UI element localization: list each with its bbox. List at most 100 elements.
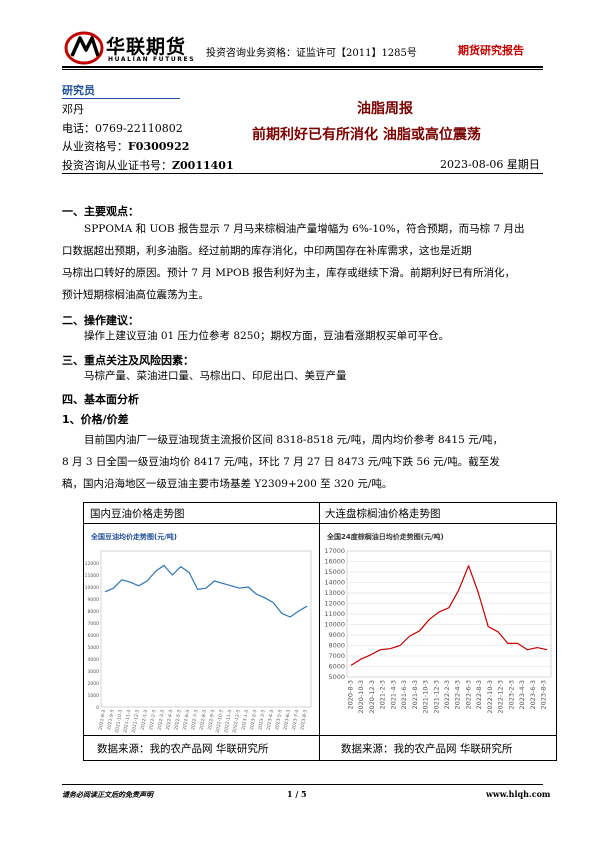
x-tick-label: 2021-9-3 bbox=[106, 709, 115, 730]
x-tick-label: 2021-12-3 bbox=[432, 680, 440, 714]
section-price-heading: 1、价格/价差 bbox=[62, 413, 129, 426]
soybean-chart-source: 数据来源：我的农产品网 华联研究所 bbox=[97, 743, 269, 755]
chart-table-source-rule bbox=[83, 735, 557, 736]
x-tick-label: 2023-8-3 bbox=[540, 680, 548, 710]
text-line: 预计短期棕榈油高位震荡为主。 bbox=[62, 289, 209, 301]
x-tick-label: 2022-8-3 bbox=[475, 680, 483, 710]
x-tick-label: 2021-11-3 bbox=[122, 709, 132, 733]
text-line: 马棕出口转好的原因。预计 7 月 MPOB 报告利好为主，库存或继续下滑。前期利… bbox=[62, 267, 516, 279]
footer-disclaimer: 请务必阅读正文后的免责声明 bbox=[62, 791, 153, 799]
x-tick-label: 2021-10-3 bbox=[114, 709, 124, 733]
x-tick-label: 2022-4-3 bbox=[165, 709, 174, 730]
y-tick-label: 8000 bbox=[328, 642, 345, 650]
page-number: 1 / 5 bbox=[287, 789, 307, 799]
x-tick-label: 2023-4-3 bbox=[266, 709, 275, 730]
analyst-name: 邓丹 bbox=[62, 103, 84, 116]
y-tick-label: 11000 bbox=[324, 610, 345, 618]
researcher-rule bbox=[62, 98, 180, 99]
x-tick-label: 2022-7-3 bbox=[190, 709, 199, 730]
section-advice-heading: 二、操作建议： bbox=[62, 314, 139, 327]
x-tick-label: 2021-8-3 bbox=[411, 680, 419, 710]
text-line: 目前国内油厂一级豆油现货主流报价区间 8318-8518 元/吨，周内均价参考 … bbox=[84, 434, 504, 446]
header-rule-thin bbox=[62, 69, 543, 70]
chart-table-title-rule bbox=[83, 523, 557, 524]
analyst-certificate: 从业资格号：F0300922 bbox=[62, 138, 189, 154]
palm-oil-price-chart: 全国24度棕榈油日均价走势图(元/吨) 5000 6000 7000 8000 9000 1… bbox=[324, 532, 552, 714]
x-tick-label: 2022-4-3 bbox=[454, 680, 462, 710]
researcher-heading: 研究员 bbox=[62, 84, 95, 97]
logo-name-en: HUALIAN FUTURES bbox=[108, 56, 196, 63]
invest-value: Z0011401 bbox=[172, 159, 234, 172]
section-key-views-heading: 一、主要观点： bbox=[62, 205, 139, 218]
report-title: 油脂周报 bbox=[357, 101, 413, 117]
text-line: 稿，国内沿海地区一级豆油主要市场基差 Y2309+200 至 320 元/吨。 bbox=[62, 478, 393, 490]
y-tick-label: 5000 bbox=[88, 645, 100, 651]
header-rule bbox=[62, 66, 543, 68]
y-tick-label: 6000 bbox=[88, 633, 100, 639]
hualian-logo-icon bbox=[64, 31, 104, 65]
text-line: 8 月 3 日全国一级豆油均价 8417 元/吨，环比 7 月 27 日 847… bbox=[62, 456, 500, 468]
invest-label: 投资咨询从业证书号： bbox=[62, 159, 172, 172]
x-tick-label: 2023-8-3 bbox=[299, 709, 308, 730]
plot-frame bbox=[100, 550, 312, 708]
x-tick-label: 2021-6-3 bbox=[400, 680, 408, 710]
x-tick-label: 2022-9-3 bbox=[207, 709, 216, 730]
x-tick-label: 2022-12-3 bbox=[232, 709, 242, 733]
y-tick-label: 2000 bbox=[88, 681, 100, 687]
y-tick-label: 10000 bbox=[85, 585, 99, 591]
x-tick-label: 2022-3-3 bbox=[157, 709, 166, 730]
y-tick-label: 7000 bbox=[88, 621, 100, 627]
report-headline: 前期利好已有所消化 油脂或高位震荡 bbox=[252, 127, 481, 143]
x-tick-label: 2023-6-3 bbox=[283, 709, 292, 730]
cert-value: F0300922 bbox=[128, 140, 190, 153]
footer-rule bbox=[62, 784, 543, 785]
y-tick-label: 3000 bbox=[88, 669, 100, 675]
x-tick-label: 2021-8-3 bbox=[98, 709, 107, 730]
y-tick-label: 5000 bbox=[328, 673, 345, 681]
y-tick-label: 0 bbox=[96, 705, 99, 711]
section-risk-heading: 三、重点关注及风险因素： bbox=[62, 354, 194, 367]
y-tick-label: 9000 bbox=[88, 597, 100, 603]
y-tick-label: 15000 bbox=[324, 568, 345, 576]
x-tick-label: 2021-10-3 bbox=[422, 680, 430, 714]
y-tick-label: 10000 bbox=[324, 621, 345, 629]
y-tick-label: 9000 bbox=[328, 631, 345, 639]
y-tick-label: 11000 bbox=[85, 573, 99, 579]
x-tick-label: 2022-6-3 bbox=[464, 680, 472, 710]
palm-chart-caption: 大连盘棕榈油价格走势图 bbox=[325, 508, 441, 520]
section-fundamentals-heading: 四、基本面分析 bbox=[62, 393, 139, 406]
y-tick-label: 7000 bbox=[328, 652, 345, 660]
x-tick-label: 2022-10-3 bbox=[215, 709, 225, 733]
y-tick-label: 14000 bbox=[324, 579, 345, 587]
x-tick-label: 2022-11-3 bbox=[223, 709, 233, 733]
x-tick-label: 2020-10-3 bbox=[357, 680, 365, 714]
x-tick-label: 2023-1-3 bbox=[241, 709, 250, 730]
x-tick-label: 2021-12-3 bbox=[131, 709, 141, 733]
text-line: SPPOMA 和 UOB 报告显示 7 月马来棕榈油产量增幅为 6%-10%，符… bbox=[84, 223, 525, 235]
report-type-label: 期货研究报告 bbox=[458, 44, 524, 57]
x-tick-label: 2020-8-3 bbox=[346, 680, 354, 710]
cert-label: 从业资格号： bbox=[62, 140, 128, 153]
x-tick-label: 2023-3-3 bbox=[257, 709, 266, 730]
license-text: 投资咨询业务资格：证监许可【2011】1285号 bbox=[206, 48, 417, 59]
y-tick-label: 16000 bbox=[324, 558, 345, 566]
x-tick-label: 2023-2-3 bbox=[249, 709, 258, 730]
soybean-oil-price-chart: 全国豆油均价走势图(元/吨) 0 1000 2000 3000 4000 5000 6000 7… bbox=[85, 532, 312, 733]
x-tick-label: 2022-2-3 bbox=[148, 709, 157, 730]
series-line bbox=[104, 564, 308, 618]
palm-chart-source: 数据来源：我的农产品网 华联研究所 bbox=[341, 743, 513, 755]
y-tick-label: 12000 bbox=[324, 600, 345, 608]
analyst-invest-certificate: 投资咨询从业证书号：Z0011401 bbox=[62, 157, 234, 173]
y-tick-label: 4000 bbox=[88, 657, 100, 663]
x-tick-label: 2023-6-3 bbox=[529, 680, 537, 710]
logo-name-cn: 华联期货 bbox=[106, 36, 187, 58]
x-tick-label: 2021-2-3 bbox=[379, 680, 387, 710]
y-tick-label: 17000 bbox=[324, 547, 345, 555]
x-tick-label: 2022-10-3 bbox=[486, 680, 494, 714]
x-tick-label: 2022-8-3 bbox=[199, 709, 208, 730]
y-tick-label: 8000 bbox=[88, 609, 100, 615]
footer-url: www.hlqh.com bbox=[486, 789, 551, 799]
section-key-views-text: SPPOMA 和 UOB 报告显示 7 月马来棕榈油产量增幅为 6%-10%，符… bbox=[62, 218, 543, 306]
x-tick-label: 2022-2-3 bbox=[443, 680, 451, 710]
y-tick-label: 13000 bbox=[324, 589, 345, 597]
